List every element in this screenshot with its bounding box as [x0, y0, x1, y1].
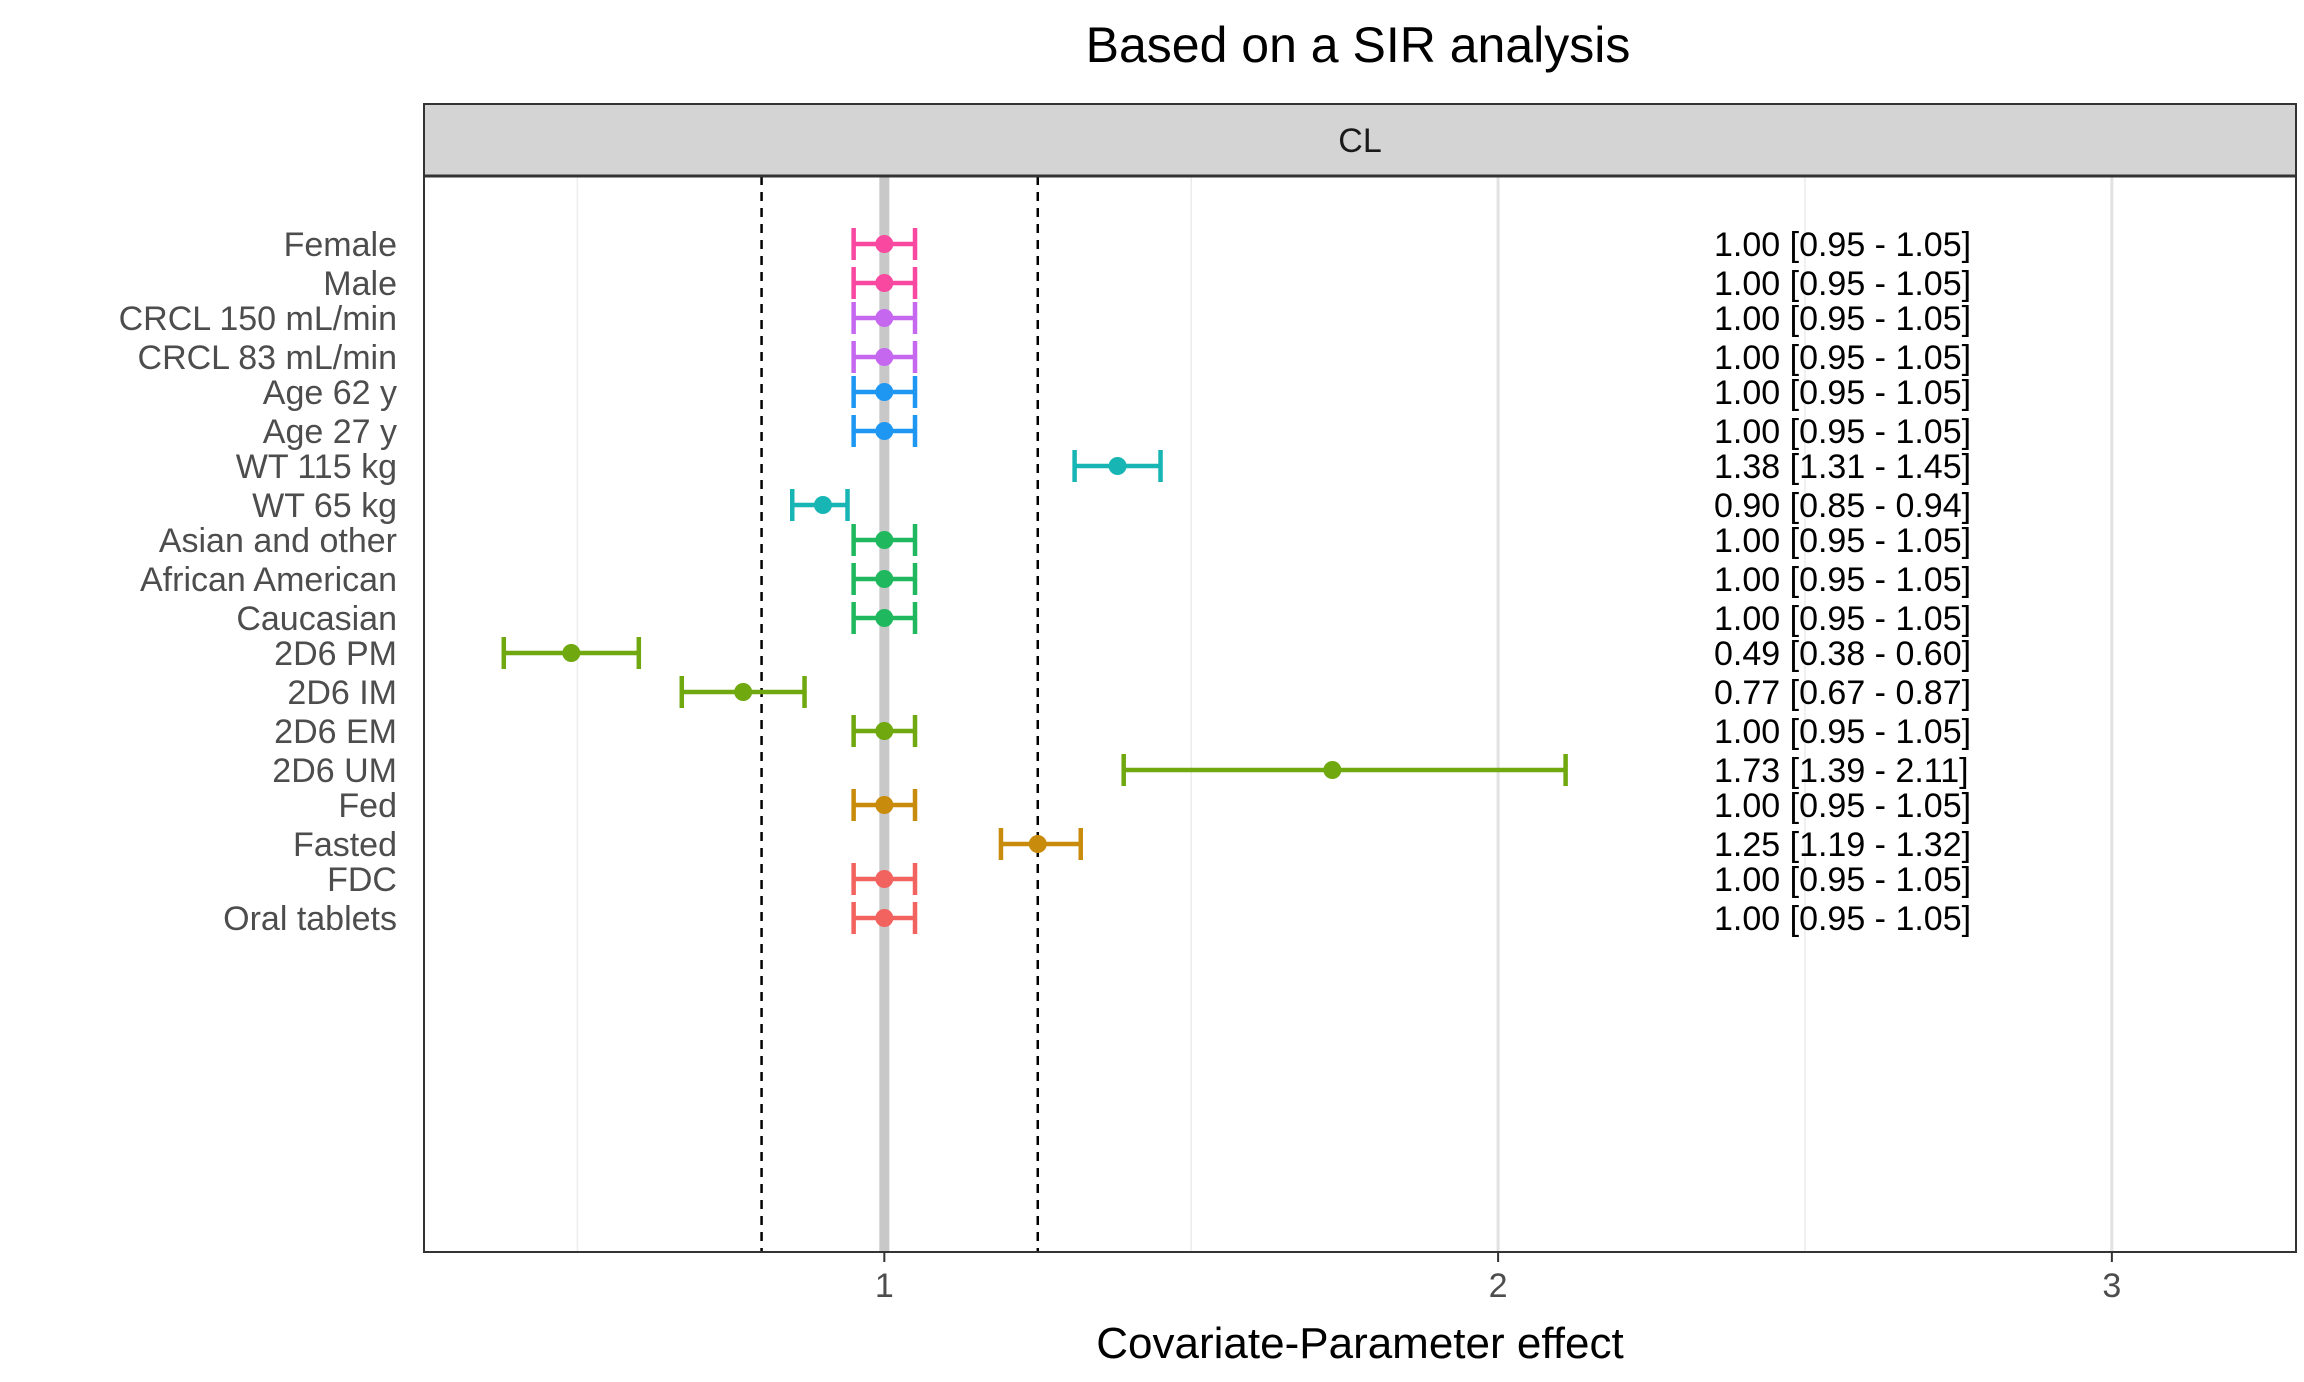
point-estimate	[875, 235, 894, 253]
value-label: 0.90 [0.85 - 0.94]	[1714, 487, 1971, 525]
point-estimate	[875, 796, 894, 814]
category-label: 2D6 EM	[274, 713, 397, 751]
category-label: CRCL 150 mL/min	[119, 300, 397, 338]
category-label: 2D6 IM	[287, 674, 397, 712]
category-label: 2D6 PM	[274, 635, 397, 673]
value-label: 1.00 [0.95 - 1.05]	[1714, 787, 1971, 825]
value-label: 1.00 [0.95 - 1.05]	[1714, 861, 1971, 899]
point-estimate	[734, 683, 753, 701]
category-label: FDC	[327, 861, 397, 899]
value-label: 1.00 [0.95 - 1.05]	[1714, 713, 1971, 751]
point-estimate	[875, 309, 894, 327]
value-label: 1.00 [0.95 - 1.05]	[1714, 265, 1971, 303]
x-axis: 1 2 3	[875, 1252, 2121, 1305]
category-label: Oral tablets	[223, 900, 397, 938]
category-label: Age 27 y	[263, 413, 397, 451]
value-label: 1.00 [0.95 - 1.05]	[1714, 561, 1971, 599]
point-estimate	[875, 570, 894, 588]
point-estimate	[875, 383, 894, 401]
value-label: 1.73 [1.39 - 2.11]	[1714, 752, 1969, 790]
point-estimate	[875, 909, 894, 927]
x-tick-label: 2	[1489, 1267, 1508, 1305]
value-label: 1.00 [0.95 - 1.05]	[1714, 900, 1971, 938]
x-tick-label: 1	[875, 1267, 894, 1305]
category-label: Male	[323, 265, 397, 303]
point-estimate	[562, 644, 581, 662]
value-label: 1.00 [0.95 - 1.05]	[1714, 300, 1971, 338]
value-label: 1.00 [0.95 - 1.05]	[1714, 339, 1971, 377]
x-tick-label: 3	[2102, 1267, 2121, 1305]
category-label: 2D6 UM	[272, 752, 397, 790]
point-estimate	[1323, 761, 1342, 779]
data-marks	[501, 228, 1568, 934]
value-labels: 1.00 [0.95 - 1.05]1.00 [0.95 - 1.05]1.00…	[1714, 226, 1971, 938]
plot-panel	[424, 176, 2296, 1252]
point-estimate	[875, 348, 894, 366]
value-label: 1.25 [1.19 - 1.32]	[1714, 826, 1971, 864]
category-label: Age 62 y	[263, 374, 397, 412]
value-label: 0.77 [0.67 - 0.87]	[1714, 674, 1971, 712]
category-label: CRCL 83 mL/min	[138, 339, 397, 377]
facet-strip	[423, 103, 2297, 177]
value-label: 1.00 [0.95 - 1.05]	[1714, 374, 1971, 412]
value-label: 1.38 [1.31 - 1.45]	[1714, 448, 1971, 486]
category-label: Caucasian	[236, 600, 397, 638]
point-estimate	[875, 531, 894, 549]
point-estimate	[875, 722, 894, 740]
value-label: 1.00 [0.95 - 1.05]	[1714, 226, 1971, 264]
value-label: 1.00 [0.95 - 1.05]	[1714, 413, 1971, 451]
category-label: Fed	[338, 787, 397, 825]
grid-lines	[576, 176, 2114, 1252]
x-axis-label: Covariate-Parameter effect	[1096, 1319, 1623, 1368]
category-label: WT 65 kg	[252, 487, 397, 525]
point-estimate	[1028, 835, 1047, 853]
point-estimate	[813, 496, 832, 514]
chart-title: Based on a SIR analysis	[1086, 17, 1631, 73]
point-estimate	[875, 609, 894, 627]
category-label: African American	[140, 561, 397, 599]
category-label: Asian and other	[159, 522, 397, 560]
category-label: WT 115 kg	[236, 448, 397, 486]
point-estimate	[1108, 457, 1127, 475]
point-estimate	[875, 870, 894, 888]
category-label: Fasted	[293, 826, 397, 864]
value-label: 0.49 [0.38 - 0.60]	[1714, 635, 1971, 673]
point-estimate	[875, 422, 894, 440]
point-estimate	[875, 274, 894, 292]
category-label: Female	[284, 226, 397, 264]
facet-label: CL	[1338, 122, 1381, 160]
value-label: 1.00 [0.95 - 1.05]	[1714, 600, 1971, 638]
value-label: 1.00 [0.95 - 1.05]	[1714, 522, 1971, 560]
